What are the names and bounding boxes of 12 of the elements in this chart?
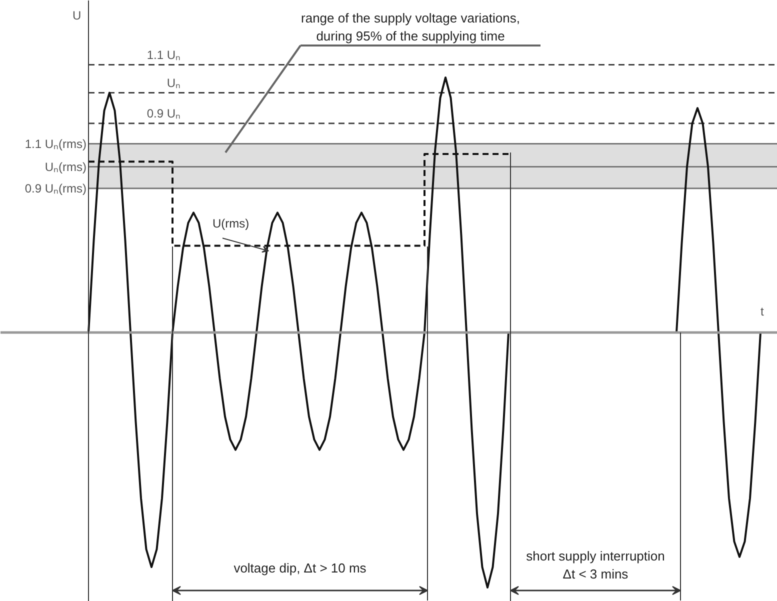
y-axis-title: U xyxy=(72,8,82,22)
ref-line-label: Uₙ(rms) xyxy=(44,160,87,174)
ref-line-label: Uₙ xyxy=(166,76,181,90)
ref-line-label: 1.1 Uₙ xyxy=(146,48,181,62)
ref-line-label: 0.9 Uₙ(rms) xyxy=(24,181,87,196)
text: range of the supply voltage variations, during 95% of the supplying time xyxy=(301,10,520,44)
ref-line-label: 1.1 Uₙ(rms) xyxy=(24,136,87,151)
annotation: voltage dip, Δt > 10 ms xyxy=(234,560,367,576)
x-axis-title: t xyxy=(760,304,764,318)
ref-line-label: 0.9 Uₙ xyxy=(146,106,181,120)
series-label: U(rms) xyxy=(212,216,250,230)
annotation: short supply interruption Δt < 3 mins xyxy=(526,548,665,582)
